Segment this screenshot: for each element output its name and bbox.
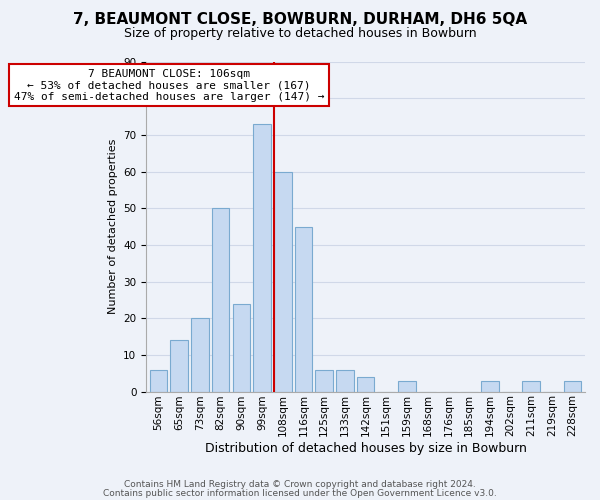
Y-axis label: Number of detached properties: Number of detached properties [108, 139, 118, 314]
Bar [170, 340, 188, 392]
Bar [357, 377, 374, 392]
Bar [398, 380, 416, 392]
Bar [336, 370, 353, 392]
X-axis label: Distribution of detached houses by size in Bowburn: Distribution of detached houses by size … [205, 442, 526, 455]
Bar [150, 370, 167, 392]
Text: Contains public sector information licensed under the Open Government Licence v3: Contains public sector information licen… [103, 488, 497, 498]
Bar [191, 318, 209, 392]
Bar [316, 370, 333, 392]
Text: 7, BEAUMONT CLOSE, BOWBURN, DURHAM, DH6 5QA: 7, BEAUMONT CLOSE, BOWBURN, DURHAM, DH6 … [73, 12, 527, 28]
Text: 7 BEAUMONT CLOSE: 106sqm
← 53% of detached houses are smaller (167)
47% of semi-: 7 BEAUMONT CLOSE: 106sqm ← 53% of detach… [14, 69, 324, 102]
Bar [523, 380, 540, 392]
Bar [233, 304, 250, 392]
Bar [253, 124, 271, 392]
Bar [212, 208, 229, 392]
Bar [274, 172, 292, 392]
Bar [481, 380, 499, 392]
Text: Size of property relative to detached houses in Bowburn: Size of property relative to detached ho… [124, 28, 476, 40]
Bar [564, 380, 581, 392]
Text: Contains HM Land Registry data © Crown copyright and database right 2024.: Contains HM Land Registry data © Crown c… [124, 480, 476, 489]
Bar [295, 226, 312, 392]
